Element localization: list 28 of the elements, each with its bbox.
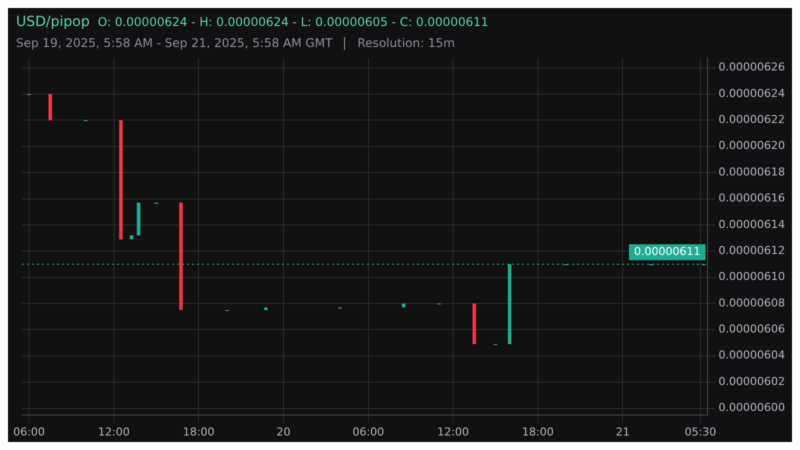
text: Sep 19, 2025, 5:58 AM - Sep 21, 2025, 5:58 AM GMT xyxy=(16,36,332,50)
y-tick-label: 0.00000622 xyxy=(718,113,785,126)
text: O: 0.00000624 - H: 0.00000624 - L: 0.00000605 - C: 0.00000611 xyxy=(98,15,488,29)
y-tick-label: 0.00000604 xyxy=(718,348,785,362)
ref-line-label: 0.00000611 xyxy=(634,245,701,258)
y-tick-label: 0.00000618 xyxy=(718,165,785,178)
y-tick-label: 0.00000600 xyxy=(718,401,785,414)
x-tick-label: 18:00 xyxy=(522,425,554,438)
text: Resolution: 15m xyxy=(357,36,455,50)
y-tick-label: 0.00000614 xyxy=(718,218,785,231)
x-tick-label: 18:00 xyxy=(182,425,215,438)
x-tick-label: 06:00 xyxy=(352,425,384,438)
y-tick-label: 0.00000624 xyxy=(718,86,785,100)
chart-title: USD/pipop xyxy=(16,14,90,30)
y-tick-label: 0.00000616 xyxy=(718,192,785,205)
y-tick-label: 0.00000612 xyxy=(718,244,785,257)
x-tick-label: 21 xyxy=(616,425,630,438)
x-tick-label: 06:00 xyxy=(13,425,45,438)
y-tick-label: 0.00000620 xyxy=(718,139,785,152)
x-tick-label: 05:30 xyxy=(684,425,716,438)
y-tick-label: 0.00000606 xyxy=(718,322,785,336)
y-tick-label: 0.00000626 xyxy=(718,60,785,74)
x-tick-label: 20 xyxy=(276,425,290,438)
y-tick-label: 0.00000610 xyxy=(718,270,785,284)
x-tick-label: 12:00 xyxy=(437,425,469,438)
x-tick-label: 12:00 xyxy=(98,425,130,438)
y-tick-label: 0.00000602 xyxy=(718,374,785,388)
y-tick-label: 0.00000608 xyxy=(718,296,785,310)
